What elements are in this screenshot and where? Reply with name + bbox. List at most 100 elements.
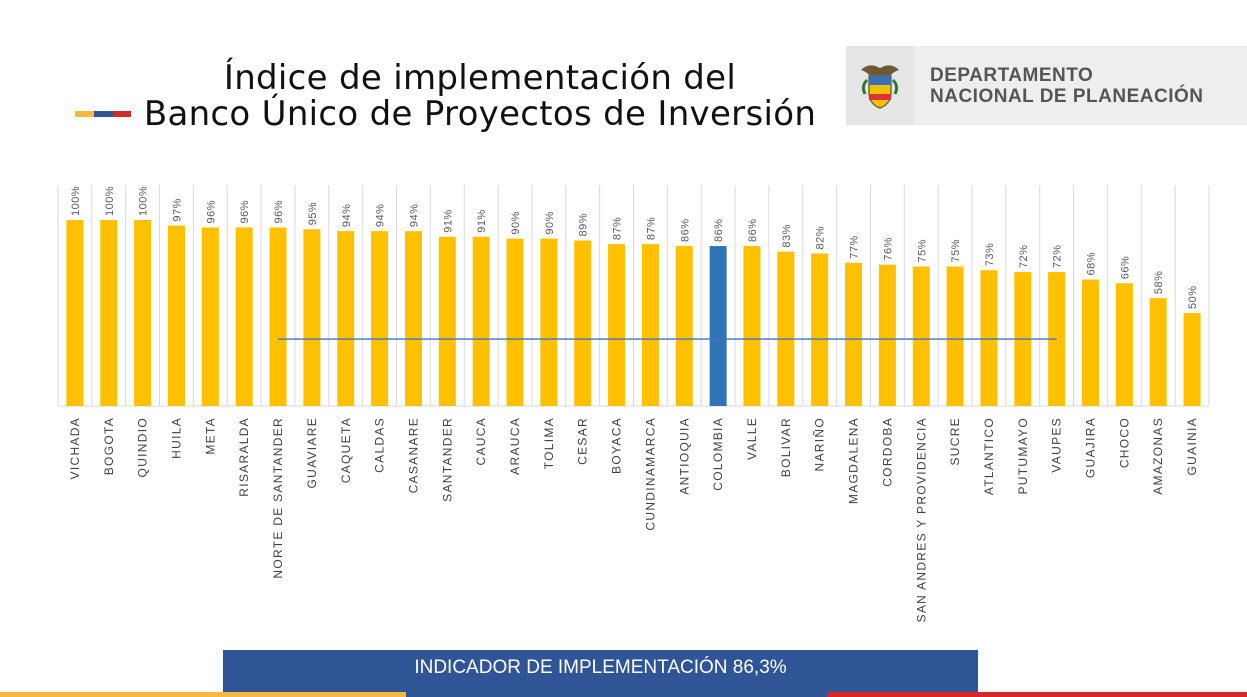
category-label: VICHADA <box>68 417 82 479</box>
data-label: 89% <box>578 213 590 237</box>
category-label: GUAINIA <box>1185 417 1199 475</box>
category-label: COLOMBIA <box>711 417 725 491</box>
category-label: SUCRE <box>948 417 962 466</box>
data-label: 90% <box>510 211 522 235</box>
bar-caldas <box>371 231 389 406</box>
data-label: 76% <box>882 237 894 261</box>
bar-atlantico <box>980 270 998 406</box>
data-label: 77% <box>849 235 861 259</box>
data-label: 68% <box>1086 252 1098 276</box>
category-label: BOLIVAR <box>779 417 793 477</box>
bar-bolivar <box>777 251 795 406</box>
data-label: 83% <box>781 224 793 248</box>
title-line-2: Banco Único de Proyectos de Inversión <box>143 94 817 134</box>
category-label: NORTE DE SANTANDER <box>271 417 285 579</box>
page-title: Índice de implementación del Banco Único… <box>130 60 830 132</box>
bar-san-andres-y-providencia <box>912 266 930 406</box>
category-label: NARIÑO <box>813 417 827 471</box>
category-label: SANTANDER <box>440 417 454 502</box>
data-label: 90% <box>544 211 556 235</box>
category-label: CUNDINAMARCA <box>643 417 657 531</box>
category-label: CORDOBA <box>880 417 894 487</box>
bar-guaviare <box>303 229 321 406</box>
category-label: SAN ANDRES Y PROVIDENCIA <box>914 417 928 622</box>
bar-vichada <box>66 220 84 406</box>
implementation-indicator-banner: INDICADOR DE IMPLEMENTACIÓN 86,3% <box>223 650 978 693</box>
bottom-stripe-blue <box>406 692 827 697</box>
category-label: HUILA <box>169 417 183 459</box>
logo-line-2: NACIONAL DE PLANEACIÓN <box>930 85 1204 107</box>
data-label: 96% <box>273 200 285 224</box>
data-label: 95% <box>307 202 319 226</box>
bar-cundinamarca <box>641 244 659 406</box>
data-label: 75% <box>916 239 928 263</box>
bar-valle <box>743 246 761 406</box>
flag-stripe-red <box>113 111 131 117</box>
category-label: CAUCA <box>474 417 488 466</box>
category-label: CHOCO <box>1117 417 1131 468</box>
bar-amazonas <box>1149 298 1167 406</box>
category-label: RISARALDA <box>237 417 251 497</box>
bottom-stripe-red <box>827 692 1247 697</box>
data-label: 50% <box>1187 285 1199 309</box>
data-label: 72% <box>1018 245 1030 269</box>
data-label: 75% <box>950 239 962 263</box>
data-label: 86% <box>713 219 725 243</box>
logo-line-1: DEPARTAMENTO <box>930 64 1094 86</box>
banner-text: INDICADOR DE IMPLEMENTACIÓN 86,3% <box>414 657 787 678</box>
bar-huila <box>167 225 185 406</box>
category-label: VALLE <box>745 417 759 460</box>
bar-arauca <box>506 238 524 406</box>
bar-magdalena <box>845 262 863 406</box>
data-label: 91% <box>442 209 454 233</box>
bar-casanare <box>404 231 422 406</box>
bar-nariño <box>811 253 829 406</box>
bar-boyaca <box>608 244 626 406</box>
bar-colombia <box>709 246 727 406</box>
data-label: 73% <box>984 243 996 267</box>
data-label: 82% <box>815 226 827 250</box>
data-label: 91% <box>476 209 488 233</box>
data-label: 87% <box>645 217 657 241</box>
coat-of-arms-icon <box>846 46 914 125</box>
title-line-1: Índice de implementación del <box>223 58 737 98</box>
data-label: 94% <box>375 204 387 228</box>
bar-caqueta <box>337 231 355 406</box>
data-label: 97% <box>171 198 183 222</box>
category-label: META <box>203 417 217 455</box>
category-label: GUAJIRA <box>1084 417 1098 478</box>
dnp-logo: DEPARTAMENTO NACIONAL DE PLANEACIÓN <box>846 46 1247 125</box>
data-label: 86% <box>679 219 691 243</box>
bar-norte-de-santander <box>269 227 287 406</box>
data-label: 72% <box>1052 245 1064 269</box>
data-label: 94% <box>341 204 353 228</box>
bar-choco <box>1115 283 1133 406</box>
category-label: BOYACA <box>610 417 624 474</box>
data-label: 94% <box>408 204 420 228</box>
flag-stripe-blue <box>94 111 113 117</box>
category-label: CALDAS <box>373 417 387 473</box>
category-label: BOGOTA <box>102 417 116 475</box>
data-label: 96% <box>205 200 217 224</box>
bar-guajira <box>1082 279 1100 406</box>
bar-cordoba <box>878 264 896 406</box>
bar-antioquia <box>675 246 693 406</box>
data-label: 86% <box>747 219 759 243</box>
category-label: CESAR <box>576 417 590 465</box>
data-label: 58% <box>1153 271 1165 295</box>
category-label: ATLANTICO <box>982 417 996 495</box>
data-label: 66% <box>1119 256 1131 280</box>
category-label: CAQUETA <box>339 417 353 483</box>
bar-meta <box>201 227 219 406</box>
bar-cesar <box>574 240 592 406</box>
bar-guainia <box>1183 313 1201 406</box>
category-label: VAUPES <box>1050 417 1064 473</box>
category-label: CASANARE <box>406 417 420 493</box>
bar-quindio <box>134 220 152 406</box>
bottom-flag-stripe <box>0 692 1247 697</box>
data-label: 100% <box>138 186 150 216</box>
flag-stripe-yellow <box>75 111 94 117</box>
category-label: TOLIMA <box>542 417 556 469</box>
data-label: 100% <box>104 186 116 216</box>
